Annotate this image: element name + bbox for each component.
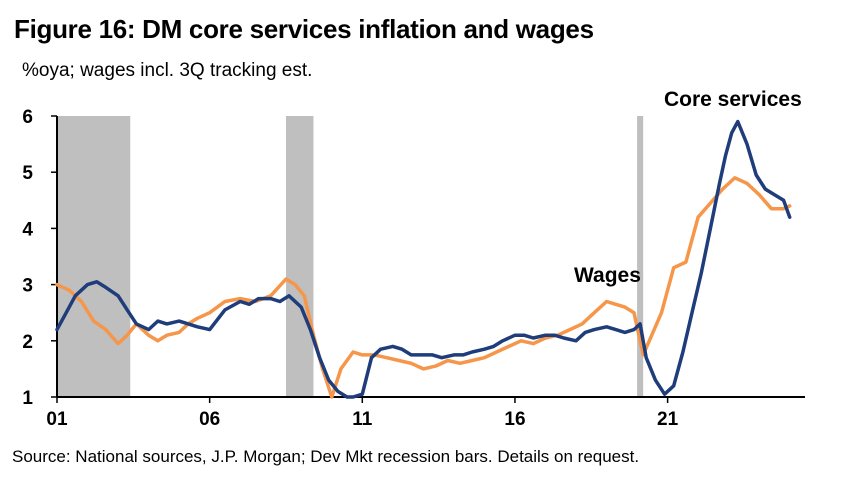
chart-title: Figure 16: DM core services inflation an… (14, 14, 594, 44)
axes (51, 115, 805, 403)
y-tick-label: 6 (22, 107, 33, 128)
recession-bars (57, 116, 644, 397)
annotations: Core services Wages (574, 88, 802, 287)
series-line-core-services (55, 119, 792, 399)
x-tick-label: 06 (199, 409, 220, 430)
chart-subtitle: %oya; wages incl. 3Q tracking est. (22, 60, 313, 81)
recession-bar-1 (57, 116, 131, 397)
x-tick-label: 01 (46, 409, 68, 430)
x-tick-label: 16 (504, 409, 525, 430)
annotation-core-services: Core services (664, 88, 802, 111)
y-tick-label: 5 (22, 163, 33, 184)
series-line-wages (55, 176, 792, 399)
y-tick-label: 2 (22, 332, 33, 353)
y-tick-label: 4 (22, 219, 33, 240)
y-tick-label: 3 (22, 276, 33, 297)
recession-bar-2 (285, 116, 314, 397)
recession-bar-3 (637, 116, 644, 397)
x-tick-label: 21 (657, 409, 679, 430)
annotation-wages: Wages (574, 264, 641, 287)
source-note: Source: National sources, J.P. Morgan; D… (12, 447, 640, 466)
tick-labels: 1 2 3 4 5 6 01 06 11 16 21 (22, 107, 678, 430)
y-tick-label: 1 (22, 388, 33, 409)
series-lines (55, 119, 792, 399)
x-tick-label: 11 (352, 409, 373, 430)
